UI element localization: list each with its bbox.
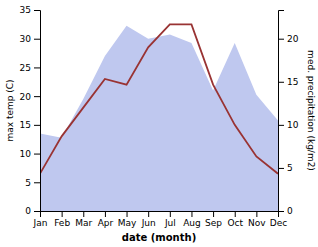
y-tick: 25 xyxy=(20,63,40,73)
x-tick: Dec xyxy=(270,211,287,228)
x-tick-label: Jul xyxy=(164,218,176,228)
y2-axis-title: med. precipitation (kg/m2) xyxy=(306,50,316,171)
x-tick: Feb xyxy=(54,211,70,228)
x-tick: Mar xyxy=(75,211,92,228)
y-tick: 30 xyxy=(20,34,40,44)
x-tick-label: Oct xyxy=(227,218,243,228)
x-tick-label: May xyxy=(118,218,137,228)
y-tick: 35 xyxy=(20,5,40,15)
y-axis: 0 5 10 15 20 25 30 35 xyxy=(20,5,41,216)
y2-tick-mark xyxy=(278,39,284,40)
x-tick-mark xyxy=(127,211,128,217)
x-tick-mark xyxy=(105,211,106,217)
y-tick-label: 35 xyxy=(20,5,31,15)
y-tick: 15 xyxy=(20,120,40,130)
y-tick-mark xyxy=(34,211,40,212)
x-tick: Jun xyxy=(141,211,156,228)
y-axis-line xyxy=(34,11,41,212)
x-tick-mark xyxy=(83,211,84,217)
x-tick-mark xyxy=(191,211,192,217)
y2-tick-mark xyxy=(278,211,284,212)
x-axis-line xyxy=(41,212,279,218)
y2-tick-mark xyxy=(278,168,284,169)
y-tick-label: 30 xyxy=(20,34,32,44)
x-tick: Aug xyxy=(183,211,201,228)
y-tick-label: 10 xyxy=(20,149,32,159)
y2-tick-label: 15 xyxy=(287,77,298,87)
y2-tick: 10 xyxy=(278,120,299,130)
y2-tick: 15 xyxy=(278,77,298,87)
chart: JanFebMarAprMayJunJulAugSepOctNovDec0510… xyxy=(0,0,318,247)
y2-tick-label: 0 xyxy=(287,206,293,216)
x-tick-mark xyxy=(235,211,236,217)
y-tick-mark xyxy=(34,10,40,11)
x-tick: Apr xyxy=(98,211,114,228)
x-tick-label: Jan xyxy=(33,218,48,228)
y-tick-mark xyxy=(34,39,40,40)
x-tick: Oct xyxy=(227,211,243,228)
y-tick-label: 5 xyxy=(25,178,31,188)
x-tick-label: Aug xyxy=(183,218,201,228)
x-tick-label: Mar xyxy=(75,218,92,228)
y-axis-title: max temp (C) xyxy=(5,79,15,141)
y-tick: 20 xyxy=(20,92,40,102)
x-tick-mark xyxy=(62,211,63,217)
y-tick-mark xyxy=(34,67,40,68)
plot-area xyxy=(40,24,278,211)
temperature-line xyxy=(40,24,278,173)
y-tick-label: 20 xyxy=(20,92,32,102)
y-tick-mark xyxy=(34,182,40,183)
x-tick-mark xyxy=(170,211,171,217)
y2-tick-mark xyxy=(278,125,284,126)
y2-tick-label: 10 xyxy=(287,120,299,130)
x-tick-label: Dec xyxy=(270,218,287,228)
x-tick: Jan xyxy=(33,211,48,228)
y-tick: 0 xyxy=(25,206,40,216)
x-tick: Sep xyxy=(205,211,222,228)
y-tick-label: 25 xyxy=(20,63,31,73)
y2-tick-label: 5 xyxy=(287,163,293,173)
y2-axis: 0 5 10 15 20 xyxy=(278,11,299,217)
x-tick-mark xyxy=(213,211,214,217)
y2-tick: 5 xyxy=(278,163,293,173)
x-axis: Jan Feb Mar Apr May Jun Jul Aug Sep Oct Nov Dec xyxy=(33,211,288,228)
y-tick-mark xyxy=(34,96,40,97)
x-tick: Jul xyxy=(164,211,176,228)
y-tick: 5 xyxy=(25,178,40,188)
y2-tick-label: 20 xyxy=(287,34,299,44)
y2-tick-mark xyxy=(278,82,284,83)
x-axis-title: date (month) xyxy=(122,232,196,243)
x-tick: May xyxy=(118,211,137,228)
y-tick-mark xyxy=(34,125,40,126)
y-tick: 10 xyxy=(20,149,40,159)
y-tick-mark xyxy=(34,154,40,155)
x-tick-label: Feb xyxy=(54,218,70,228)
x-tick-label: Nov xyxy=(248,218,266,228)
x-tick-label: Jun xyxy=(141,218,156,228)
y2-axis-line xyxy=(279,11,285,212)
x-tick-mark xyxy=(256,211,257,217)
y-tick-label: 0 xyxy=(25,206,31,216)
x-tick-label: Sep xyxy=(205,218,222,228)
y-tick-label: 15 xyxy=(20,120,31,130)
x-tick-label: Apr xyxy=(98,218,114,228)
y2-tick: 0 xyxy=(278,206,293,216)
x-tick-mark xyxy=(148,211,149,217)
x-tick: Nov xyxy=(248,211,266,228)
y2-tick: 20 xyxy=(278,34,299,44)
